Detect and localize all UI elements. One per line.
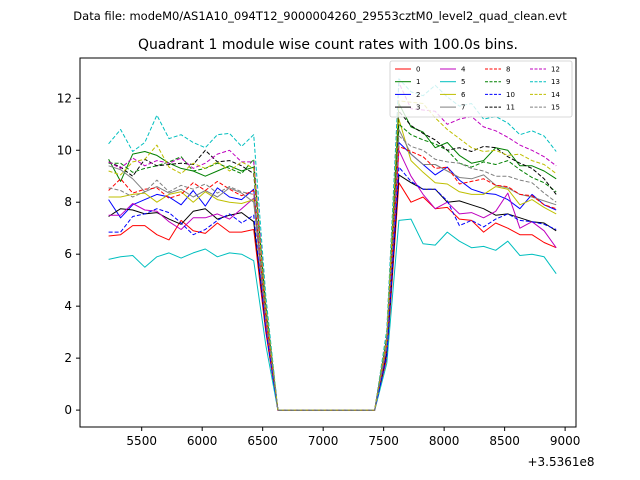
legend-label-1: 1 xyxy=(416,78,420,86)
legend-label-8: 8 xyxy=(506,66,510,74)
x-tick-label: 9000 xyxy=(550,434,581,448)
series-line-12 xyxy=(108,82,557,411)
legend-label-14: 14 xyxy=(551,91,560,99)
y-tick-label: 10 xyxy=(57,143,72,157)
series-line-15 xyxy=(108,135,557,411)
y-tick-label: 2 xyxy=(64,351,72,365)
legend-label-4: 4 xyxy=(461,66,466,74)
x-tick-label: 6000 xyxy=(187,434,218,448)
y-tick-label: 0 xyxy=(64,403,72,417)
y-tick-label: 12 xyxy=(57,91,72,105)
x-tick-label: 8000 xyxy=(429,434,460,448)
chart-title: Quadrant 1 module wise count rates with … xyxy=(138,37,518,53)
x-tick-label: 7000 xyxy=(308,434,339,448)
legend-label-5: 5 xyxy=(461,78,465,86)
series-line-14 xyxy=(108,100,557,411)
legend-label-6: 6 xyxy=(461,91,466,99)
x-tick-label: 8500 xyxy=(489,434,520,448)
y-tick-label: 4 xyxy=(64,299,72,313)
legend-label-7: 7 xyxy=(461,104,465,112)
series-line-11 xyxy=(108,110,557,411)
legend-label-0: 0 xyxy=(416,66,420,74)
legend-label-3: 3 xyxy=(416,104,420,112)
axes-frame xyxy=(79,57,577,428)
legend-label-12: 12 xyxy=(551,66,560,74)
legend-label-10: 10 xyxy=(506,91,515,99)
x-tick-label: 5500 xyxy=(126,434,157,448)
legend-box xyxy=(389,60,573,118)
legend-label-13: 13 xyxy=(551,78,560,86)
x-axis-offset-label: +3.5361e8 xyxy=(527,455,594,469)
legend-label-9: 9 xyxy=(506,78,510,86)
y-tick-label: 8 xyxy=(64,195,72,209)
y-tick-label: 6 xyxy=(64,247,72,261)
x-tick-label: 6500 xyxy=(247,434,278,448)
chart-suptitle: Data file: modeM0/AS1A10_094T12_90000042… xyxy=(73,9,567,23)
y-axis: 0 2 4 6 8 10 12 xyxy=(57,91,80,417)
x-axis: 5500 6000 6500 7000 7500 8000 8500 9000 xyxy=(126,427,580,448)
legend-label-11: 11 xyxy=(506,104,515,112)
legend-label-15: 15 xyxy=(551,104,560,112)
x-tick-label: 7500 xyxy=(368,434,399,448)
legend-label-2: 2 xyxy=(416,91,420,99)
